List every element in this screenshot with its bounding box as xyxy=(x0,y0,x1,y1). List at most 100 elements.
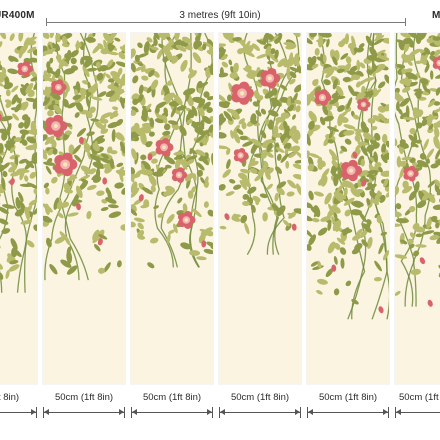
leaf-shape xyxy=(131,167,136,175)
leaf-shape xyxy=(233,184,242,190)
leaf-shape xyxy=(29,171,37,179)
leaf-shape xyxy=(19,87,27,96)
leaf-shape xyxy=(337,68,345,74)
leaf-shape xyxy=(265,45,272,56)
leaf-shape xyxy=(433,49,440,57)
leaf-shape xyxy=(283,120,289,131)
leaf-shape xyxy=(251,204,256,213)
leaf-shape xyxy=(18,33,24,42)
leaf-shape xyxy=(369,46,378,58)
leaf-shape xyxy=(352,234,362,241)
leaf-shape xyxy=(0,272,4,280)
leaf-shape xyxy=(195,40,203,48)
leaf-shape xyxy=(148,131,155,137)
leaf-shape xyxy=(308,110,315,121)
leaf-shape xyxy=(413,88,422,92)
leaf-shape xyxy=(219,118,226,125)
leaf-shape xyxy=(33,206,37,215)
leaf-shape xyxy=(180,59,188,72)
leaf-shape xyxy=(289,78,296,85)
leaf-shape xyxy=(433,136,440,149)
leaf-shape xyxy=(203,180,209,188)
leaf-shape xyxy=(163,107,168,115)
leaf-shape xyxy=(4,99,12,104)
leaf-shape xyxy=(292,173,301,180)
leaf-shape xyxy=(435,222,440,229)
leaf-shape xyxy=(307,163,315,172)
leaf-shape xyxy=(149,237,159,244)
leaf-shape xyxy=(27,46,37,54)
leaf-shape xyxy=(9,55,19,63)
leaf-shape xyxy=(360,158,366,167)
leaf-shape xyxy=(60,259,72,268)
leaf-shape xyxy=(289,66,300,73)
leaf-shape xyxy=(82,59,93,69)
leaf-shape xyxy=(230,129,234,139)
leaf-shape xyxy=(163,33,171,38)
leaf-shape xyxy=(108,211,122,218)
leaf-shape xyxy=(311,217,320,223)
leaf-shape xyxy=(395,101,400,112)
leaf-shape xyxy=(397,108,403,115)
leaf-shape xyxy=(98,91,107,98)
leaf-shape xyxy=(10,238,18,251)
leaf-shape xyxy=(280,112,290,119)
leaf-shape xyxy=(331,165,337,177)
leaf-shape xyxy=(86,210,92,220)
leaf-shape xyxy=(75,101,84,112)
leaf-shape xyxy=(28,199,37,206)
leaf-shape xyxy=(295,151,301,161)
leaf-shape xyxy=(137,222,144,230)
leaf-shape xyxy=(321,175,328,187)
leaf-shape xyxy=(263,160,269,168)
leaf-shape xyxy=(154,106,160,114)
leaf-shape xyxy=(287,212,296,217)
leaf-shape xyxy=(65,130,72,136)
leaf-shape xyxy=(314,48,320,56)
leaf-shape xyxy=(395,254,408,259)
leaf-shape xyxy=(292,114,296,120)
leaf-shape xyxy=(409,127,416,135)
leaf-shape xyxy=(340,257,345,269)
leaf-shape xyxy=(365,35,373,47)
leaf-shape xyxy=(76,127,87,137)
leaf-shape xyxy=(206,38,213,48)
leaf-shape xyxy=(395,138,398,147)
leaf-shape xyxy=(399,97,410,107)
leaf-shape xyxy=(345,56,352,64)
leaf-shape xyxy=(181,36,192,44)
leaf-shape xyxy=(432,36,440,42)
leaf-shape xyxy=(294,159,301,164)
leaf-shape xyxy=(25,144,37,151)
leaf-shape xyxy=(9,260,19,265)
leaf-shape xyxy=(311,63,319,69)
leaf-shape xyxy=(223,100,231,105)
leaf-shape xyxy=(325,268,334,277)
leaf-shape xyxy=(350,187,361,198)
leaf-shape xyxy=(383,178,389,187)
leaf-shape xyxy=(324,192,332,205)
rose-bud xyxy=(138,194,144,202)
leaf-shape xyxy=(111,129,116,142)
leaf-shape xyxy=(256,95,264,101)
leaf-shape xyxy=(382,250,389,261)
leaf-shape xyxy=(307,229,313,238)
leaf-shape xyxy=(186,155,198,162)
leaf-shape xyxy=(2,170,8,178)
leaf-shape xyxy=(45,187,50,195)
leaf-shape xyxy=(170,106,177,118)
leaf-shape xyxy=(359,229,368,238)
leaf-shape xyxy=(103,33,113,44)
leaf-shape xyxy=(338,110,348,119)
leaf-shape xyxy=(92,33,96,37)
leaf-shape xyxy=(67,212,79,217)
leaf-shape xyxy=(195,134,206,143)
leaf-shape xyxy=(88,106,96,114)
panel-width-label: 50cm (1ft 8in) xyxy=(54,392,114,403)
total-width-rule xyxy=(46,22,406,23)
leaf-shape xyxy=(435,87,440,96)
leaf-shape xyxy=(426,148,435,160)
leaf-shape xyxy=(61,43,70,48)
leaf-shape xyxy=(148,69,155,78)
leaf-shape xyxy=(83,142,91,153)
